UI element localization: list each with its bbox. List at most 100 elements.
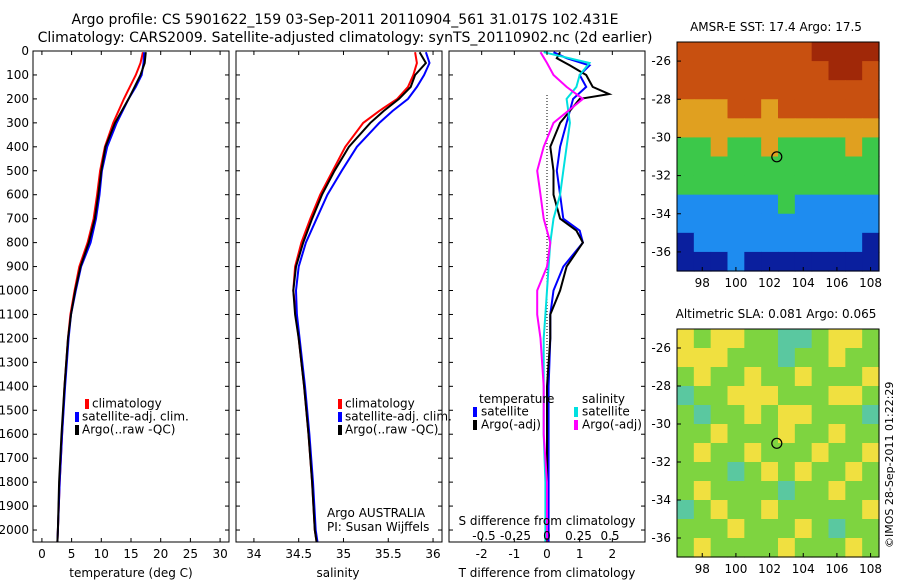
sla-map-ytick-label: -30 xyxy=(651,417,671,431)
sla-map-xtick-label: 102 xyxy=(758,562,781,576)
sst-map-cell xyxy=(828,99,846,119)
sst-map-cell xyxy=(794,175,813,196)
sla-map-cell xyxy=(778,329,796,349)
salinity-legend-label: satellite-adj. clim. xyxy=(345,410,452,424)
sst-map-cell xyxy=(761,251,779,272)
sla-map-cell xyxy=(811,424,830,444)
sla-map-cell xyxy=(845,405,863,425)
sst-map-cell xyxy=(677,213,695,234)
depth-tick-label: 900 xyxy=(6,260,29,274)
difference-legend: temperature satellite Argo(-adj) salinit… xyxy=(473,392,642,432)
sla-map-cell xyxy=(693,443,712,463)
sla-map-cell xyxy=(761,462,779,482)
sla-map-cell xyxy=(794,348,813,368)
salinity-series-line xyxy=(292,51,428,543)
sla-map-cell xyxy=(744,424,762,444)
sst-map-cell xyxy=(811,232,830,253)
sst-map-cell xyxy=(677,137,695,158)
sla-map-title: Altimetric SLA: 0.081 Argo: 0.065 xyxy=(676,307,877,321)
sla-map-cell xyxy=(862,538,880,558)
sla-map-cell xyxy=(693,519,712,539)
difference-xtick-label: 1 xyxy=(576,547,584,561)
sla-map-cell xyxy=(811,538,830,558)
sla-map-cell xyxy=(778,443,796,463)
sst-map-cell xyxy=(845,42,863,62)
sla-map-cell xyxy=(710,443,729,463)
sla-map-cell xyxy=(761,386,779,406)
sla-map-cell xyxy=(828,500,846,520)
sla-map-xtick-label: 108 xyxy=(859,562,882,576)
sla-map-cell xyxy=(677,481,695,501)
figure-title-line2: Climatology: CARS2009. Satellite-adjuste… xyxy=(38,30,653,46)
sst-map-cell xyxy=(710,232,729,253)
sst-map-cell xyxy=(677,156,695,177)
sla-map-cell xyxy=(828,367,846,387)
difference-xtick-label: -1 xyxy=(508,547,520,561)
sst-map-cell xyxy=(693,118,712,139)
depth-tick-label: 400 xyxy=(6,140,29,154)
depth-tick-label: 1500 xyxy=(0,403,29,417)
sst-map-cell xyxy=(862,156,880,177)
sst-map-cell xyxy=(710,194,729,215)
sst-map-cell xyxy=(794,118,813,139)
sla-map-xtick-label: 106 xyxy=(825,562,848,576)
sst-map-cell xyxy=(811,137,830,158)
sla-map-cell xyxy=(744,538,762,558)
difference-legend-label: satellite xyxy=(481,405,529,419)
sla-map-cell xyxy=(761,500,779,520)
sla-map-cell xyxy=(710,481,729,501)
temperature-xtick-label: 30 xyxy=(212,547,227,561)
depth-tick-label: 800 xyxy=(6,236,29,250)
sst-map-cell xyxy=(794,137,813,158)
sla-map-cell xyxy=(862,329,880,349)
sst-map-cell xyxy=(744,137,762,158)
sst-map-cell xyxy=(811,194,830,215)
depth-tick-label: 1900 xyxy=(0,499,29,513)
sst-map-cell xyxy=(744,61,762,81)
sla-map-cell xyxy=(778,519,796,539)
sst-map-cell xyxy=(778,213,796,234)
sla-map-cell xyxy=(794,500,813,520)
sst-map-cell xyxy=(811,61,830,81)
sst-map-xtick-label: 106 xyxy=(825,276,848,290)
sst-map-title: AMSR-E SST: 17.4 Argo: 17.5 xyxy=(690,20,862,34)
depth-tick-label: 2000 xyxy=(0,523,29,537)
sla-map-cell xyxy=(693,386,712,406)
sla-map-cell xyxy=(710,424,729,444)
sst-map-cell xyxy=(845,175,863,196)
sst-map-cell xyxy=(710,251,729,272)
depth-tick-label: 0 xyxy=(21,44,29,58)
sst-map-cell xyxy=(845,99,863,119)
temperature-xtick-label: 20 xyxy=(153,547,168,561)
sst-map-cell xyxy=(862,118,880,139)
sla-map-cell xyxy=(727,500,745,520)
sla-map-cell xyxy=(693,424,712,444)
sla-map-cell xyxy=(744,519,762,539)
sla-map-cell xyxy=(794,329,813,349)
sst-map-cell xyxy=(778,80,796,100)
sla-map-cell xyxy=(710,348,729,368)
sst-map-cell xyxy=(727,175,745,196)
difference-s-tick-label: 0.5 xyxy=(600,529,619,543)
sla-map-cell xyxy=(845,424,863,444)
sla-map-xtick-label: 100 xyxy=(724,562,747,576)
sla-map-cell xyxy=(761,519,779,539)
sla-map-cell xyxy=(677,424,695,444)
salinity-legend-label: Argo(..raw -QC) xyxy=(345,423,438,437)
difference-xlabel: T difference from climatology xyxy=(458,566,636,580)
sla-map-cell xyxy=(811,481,830,501)
sst-map-cell xyxy=(778,61,796,81)
sla-map-cell xyxy=(845,519,863,539)
sst-map-cell xyxy=(677,175,695,196)
sst-map-cell xyxy=(794,213,813,234)
sla-map-cell xyxy=(828,519,846,539)
sla-map-cell xyxy=(710,367,729,387)
sla-map-cell xyxy=(794,443,813,463)
sst-map-cell xyxy=(845,137,863,158)
sla-map-cell xyxy=(761,329,779,349)
sla-map-cell xyxy=(693,538,712,558)
sla-map-xtick-label: 104 xyxy=(792,562,815,576)
salinity-axes-frame xyxy=(235,50,443,543)
sst-map-cell xyxy=(862,61,880,81)
